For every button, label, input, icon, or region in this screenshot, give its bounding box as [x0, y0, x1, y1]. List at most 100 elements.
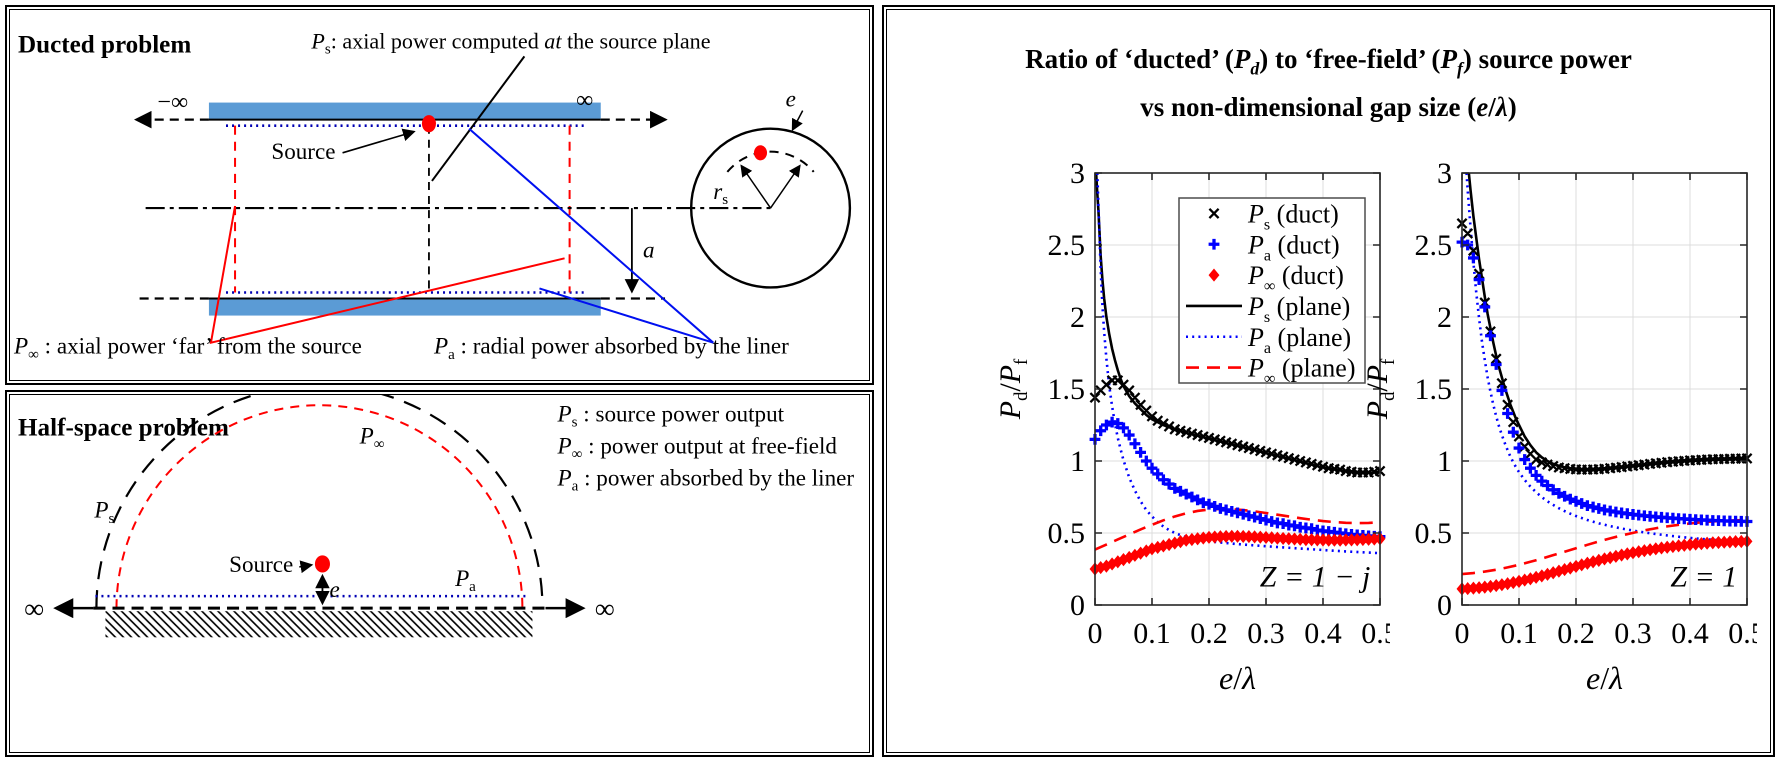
impedance-annotation: Z = 1 − j [1260, 560, 1371, 593]
y-tick-label: 1.5 [1048, 373, 1086, 406]
x-tick-label: 0.2 [1190, 617, 1228, 650]
pinf-curve-label: P∞ [359, 422, 385, 452]
pa-note: Pa : radial power absorbed by the liner [433, 333, 789, 363]
def-ps: Ps : source power output [557, 400, 785, 430]
x-axis-label: e/λ [1219, 660, 1256, 696]
x-tick-label: 0.3 [1614, 617, 1652, 650]
source-arrow [342, 128, 416, 154]
y-tick-label: 2.5 [1048, 229, 1086, 262]
halfspace-problem-panel-inner: Half-space problem ∞ ∞ Source e Ps P∞ Pa [9, 394, 870, 753]
legend-entry-label: P∞ (duct) [1247, 261, 1344, 295]
pos-infinity-label: ∞ [576, 88, 593, 114]
x-tick-label: 0.4 [1304, 617, 1342, 650]
rs-arrow-left [740, 164, 772, 209]
halfspace-title: Half-space problem [18, 414, 229, 441]
halfspace-problem-panel: Half-space problem ∞ ∞ Source e Ps P∞ Pa [5, 390, 874, 757]
series-line [1465, 172, 1748, 544]
y-tick-label: 2 [1437, 301, 1452, 334]
ps-hemisphere-arc [95, 395, 544, 609]
y-axis-label: Pd/Pf [1361, 358, 1399, 420]
grid-lines [1462, 173, 1747, 605]
source-dot [314, 555, 330, 573]
pa-callout-lines [468, 127, 714, 344]
x-tick-label: 0 [1088, 617, 1103, 650]
x-tick-label: 0.1 [1500, 617, 1538, 650]
ducted-problem-panel-inner: Ducted problem Ps: axial power computed … [9, 9, 870, 381]
legend-box [1178, 197, 1366, 384]
x-tick-label: 0.3 [1247, 617, 1285, 650]
legend: Ps (duct)Pa (duct)P∞ (duct)Ps (plane)Pa … [1178, 197, 1366, 388]
x-axis-label: e/λ [1586, 660, 1623, 696]
charts-title-line2: vs non-dimensional gap size (e/λ) [1140, 92, 1517, 123]
ground-hatching [105, 611, 533, 638]
infinity-right-label: ∞ [595, 594, 615, 625]
def-pa: Pa : power absorbed by the liner [557, 465, 855, 495]
charts-title-line1: Ratio of ‘ducted’ (Pd) to ‘free-field’ (… [1025, 44, 1632, 79]
pinf-hemisphere-arc [115, 404, 524, 609]
y-tick-label: 0 [1437, 589, 1452, 622]
x-tick-label: 0.1 [1133, 617, 1171, 650]
pa-curve-label: Pa [454, 565, 476, 595]
y-axis-label: Pd/Pf [994, 358, 1032, 420]
def-pinf: P∞ : power output at free-field [557, 432, 838, 462]
rs-arrow-right [769, 164, 801, 209]
infinity-left-label: ∞ [24, 594, 44, 625]
series-line [1094, 172, 1381, 475]
ps-callout-line [431, 55, 526, 182]
legend-entry-label: P∞ (plane) [1247, 354, 1356, 388]
charts-panel-inner: Ratio of ‘ducted’ (Pd) to ‘free-field’ (… [886, 9, 1771, 753]
e-gap-arrow [791, 110, 804, 132]
rs-label: rs [713, 178, 728, 208]
legend-entry-label: Ps (duct) [1247, 199, 1339, 233]
ducted-problem-panel: Ducted problem Ps: axial power computed … [5, 5, 874, 385]
chart-z-1: 0 0.1 0.2 0.3 0.4 0.5 0 0.5 1 1.5 2 2.5 3 e/λ Pd/Pf Z =… [1361, 157, 1766, 696]
legend-entry-label: Pa (plane) [1247, 323, 1351, 357]
x-tick-label: 0 [1455, 617, 1470, 650]
y-tick-label: 1.5 [1415, 373, 1453, 406]
halfspace-diagram: Half-space problem ∞ ∞ Source e Ps P∞ Pa [18, 395, 855, 638]
duct-upper-wall [208, 102, 601, 120]
duct-cross-section-circle [689, 127, 852, 289]
ps-curve-label: Ps [93, 497, 114, 527]
charts-title: Ratio of ‘ducted’ (Pd) to ‘free-field’ (… [887, 40, 1770, 127]
neg-infinity-label: −∞ [157, 90, 188, 116]
chart-z-1: 0 0.1 0.2 0.3 0.4 0.5 0 0.5 1 1.5 2 2.5 3 e/λ Pd/Pf Z =… [1357, 138, 1766, 698]
y-tick-label: 3 [1070, 157, 1085, 190]
source-arrow [299, 560, 314, 574]
legend-entry-label: Pa (duct) [1247, 230, 1340, 264]
cross-section-source-dot [753, 145, 768, 161]
y-tick-label: 3 [1437, 157, 1452, 190]
rs-dashed-arc [726, 150, 815, 173]
legend-marker-sample [1208, 238, 1220, 250]
source-dot [421, 115, 436, 133]
series-line [1095, 172, 1381, 555]
legend-marker-sample [1208, 208, 1220, 219]
source-label: Source [271, 138, 335, 164]
charts-panel: Ratio of ‘ducted’ (Pd) to ‘free-field’ (… [882, 5, 1775, 757]
y-tick-label: 1 [1070, 445, 1085, 478]
x-tick-label: 0.4 [1671, 617, 1709, 650]
duct-lower-wall [208, 298, 601, 316]
x-tick-label: 0.5 [1728, 617, 1757, 650]
y-tick-label: 1 [1437, 445, 1452, 478]
e-dimension-label: e [329, 576, 339, 602]
legend-entry-label: Ps (plane) [1247, 292, 1350, 326]
tick-marks [1461, 172, 1748, 606]
y-tick-label: 2 [1070, 301, 1085, 334]
chart-z-1-minus-j: 00.10.20.30.40.500.511.522.53e/λPd/PfZ =… [990, 138, 1399, 698]
legend-marker-sample [1208, 268, 1220, 282]
e-gap-label: e [786, 86, 796, 112]
y-tick-label: 0 [1070, 589, 1085, 622]
series-line [1461, 518, 1748, 576]
y-tick-label: 0.5 [1415, 517, 1453, 550]
a-dimension-label: a [643, 236, 655, 262]
y-tick-label: 2.5 [1415, 229, 1453, 262]
chart-z-1-minus-j: 00.10.20.30.40.500.511.522.53e/λPd/PfZ =… [994, 157, 1399, 696]
ps-annotation: Ps: axial power computed at the source p… [310, 28, 710, 57]
ducted-diagram: Ducted problem Ps: axial power computed … [13, 28, 852, 363]
source-label: Source [229, 551, 293, 577]
pinf-callout-lines [209, 205, 565, 345]
y-tick-label: 0.5 [1048, 517, 1086, 550]
impedance-annotation: Z = 1 [1670, 560, 1737, 593]
